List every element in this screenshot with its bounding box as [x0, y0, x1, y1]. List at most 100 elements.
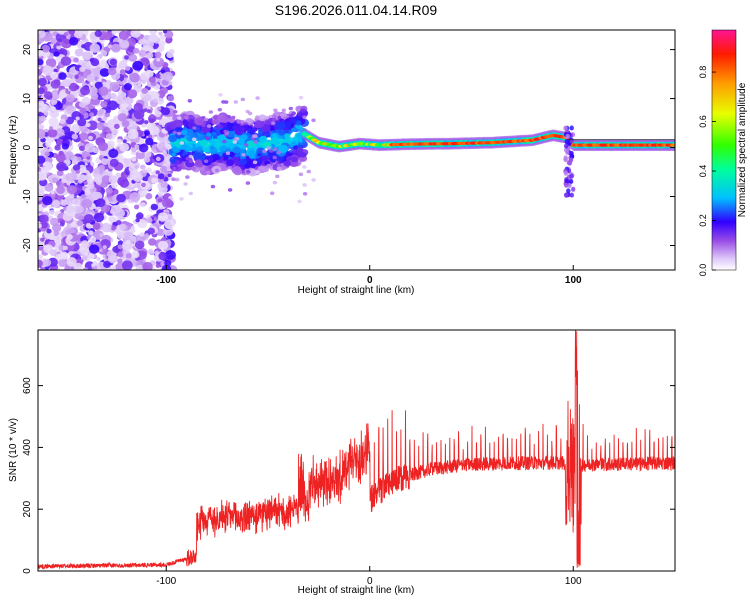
- spectrogram-cell: [101, 158, 109, 166]
- spectrogram-cell: [94, 30, 103, 37]
- spectrogram-cell: [277, 163, 282, 167]
- spectrogram-cell: [49, 209, 55, 215]
- spectrogram-cell: [184, 115, 189, 120]
- spectrogram-cell: [117, 113, 128, 122]
- spectrogram-cell: [40, 266, 46, 270]
- spectrogram-cell: [75, 169, 80, 174]
- spectrogram-cell: [161, 198, 173, 208]
- spectrogram-cell: [52, 223, 62, 232]
- spectrogram-cell: [148, 76, 156, 83]
- spectrogram-cell: [188, 191, 193, 196]
- spectrogram-cell: [571, 186, 576, 192]
- snr-axes: -100 0 100 0 200 400 600: [22, 377, 675, 587]
- spectrogram-cell: [101, 175, 111, 184]
- spectrogram-cell: [38, 37, 45, 43]
- spectrogram-cell: [129, 170, 140, 179]
- spectrogram-cell: [290, 156, 298, 163]
- spectrogram-cell: [168, 121, 178, 129]
- spectrogram-cell: [88, 253, 95, 260]
- spectrogram-cell: [156, 228, 165, 236]
- spectrogram-cell: [158, 252, 167, 261]
- spectrogram-cell: [38, 78, 47, 87]
- snr-y-tick-label: 600: [22, 377, 33, 394]
- spectrogram-cell: [53, 51, 60, 57]
- spectrogram-cell: [302, 192, 308, 196]
- spectrogram-cell: [164, 259, 172, 267]
- spectrogram-cell: [157, 173, 165, 180]
- spectrogram-cell: [137, 219, 148, 229]
- spectrogram-cell: [218, 134, 225, 140]
- spectrogram-cell: [45, 58, 57, 68]
- spectrogram-cell: [134, 204, 140, 210]
- spectrogram-cell: [38, 58, 44, 66]
- spectrogram-cell: [38, 33, 41, 39]
- spectrogram-cell: [148, 33, 159, 43]
- spectrogram-cell: [50, 190, 55, 195]
- spectrogram-cell: [255, 115, 260, 119]
- spectrogram-cell: [201, 155, 206, 159]
- spectrogram-cell: [59, 118, 66, 125]
- spectrogram-cell: [199, 167, 205, 172]
- spectrogram-cell: [105, 187, 113, 195]
- spectrogram-cell: [209, 145, 215, 150]
- spectrogram-cell: [117, 232, 125, 240]
- spectrogram-cell: [100, 50, 108, 57]
- spectrogram-cell: [121, 120, 130, 128]
- spectrogram-cell: [245, 181, 251, 185]
- spectrogram-cell: [38, 155, 46, 165]
- spectrogram-cell: [49, 249, 57, 257]
- spectrogram-cell: [115, 172, 121, 178]
- spectrogram-cell: [77, 118, 87, 127]
- spectrogram-cell: [125, 65, 131, 71]
- spectrogram-cell: [51, 200, 61, 208]
- spectrogram-cell: [272, 117, 277, 122]
- spectrogram-cell: [192, 137, 197, 142]
- spectrogram-cell: [53, 68, 58, 73]
- spectrogram-cell: [236, 119, 242, 124]
- spectrogram-cell: [41, 44, 50, 53]
- spectrogram-cell: [111, 128, 119, 135]
- spectrogram-cell: [89, 43, 101, 53]
- spectrogram-cell: [38, 254, 43, 259]
- spectrogram-cell: [125, 96, 134, 105]
- spectrogram-cell: [153, 217, 158, 222]
- spectrogram-cell: [203, 159, 209, 163]
- spectrogram-cell: [198, 120, 203, 124]
- spectrogram-cell: [187, 99, 192, 103]
- spectrogram-cell: [99, 133, 105, 138]
- spectrogram-cell: [141, 87, 148, 94]
- colorbar-tick-label: 0.6: [698, 115, 708, 128]
- spectrogram-cell: [144, 130, 151, 136]
- spectrogram-cell: [172, 130, 177, 135]
- spectrogram-cell: [215, 168, 219, 172]
- snr-series-line: [38, 330, 675, 570]
- spectrogram-cell: [97, 78, 102, 83]
- spectrogram-cell: [118, 60, 128, 69]
- spectrogram-cell: [179, 197, 184, 201]
- spectrogram-cell: [108, 175, 119, 184]
- spectrogram-cell: [164, 219, 175, 230]
- spectrogram-cell: [102, 245, 107, 250]
- spectrogram-cell: [133, 47, 140, 54]
- spectrogram-cell: [144, 69, 154, 79]
- spectrogram-cell: [179, 141, 185, 145]
- spectrogram-cell: [150, 203, 159, 211]
- spectrogram-cell: [255, 170, 260, 174]
- spectrogram-cell: [185, 175, 190, 179]
- spectrogram-cell: [231, 166, 242, 174]
- spectrogram-cell: [206, 132, 212, 137]
- spectrogram-cell: [43, 91, 53, 99]
- spectrogram-cell: [71, 133, 79, 140]
- snr-y-label: SNR (10 * v/v): [8, 418, 19, 482]
- spectrogram-cell: [91, 263, 96, 268]
- spectrogram-cell: [98, 164, 105, 171]
- spectrogram-cell: [119, 103, 127, 111]
- spectrogram-cell: [171, 177, 176, 181]
- spectrogram-cell: [210, 184, 216, 189]
- spectrogram-cell: [72, 164, 81, 172]
- spectrogram-cell: [75, 116, 80, 121]
- spectrogram-cell: [78, 164, 87, 173]
- spectrogram-cell: [90, 92, 99, 100]
- spectrogram-cell: [232, 146, 241, 154]
- spectrogram-cell: [137, 82, 142, 87]
